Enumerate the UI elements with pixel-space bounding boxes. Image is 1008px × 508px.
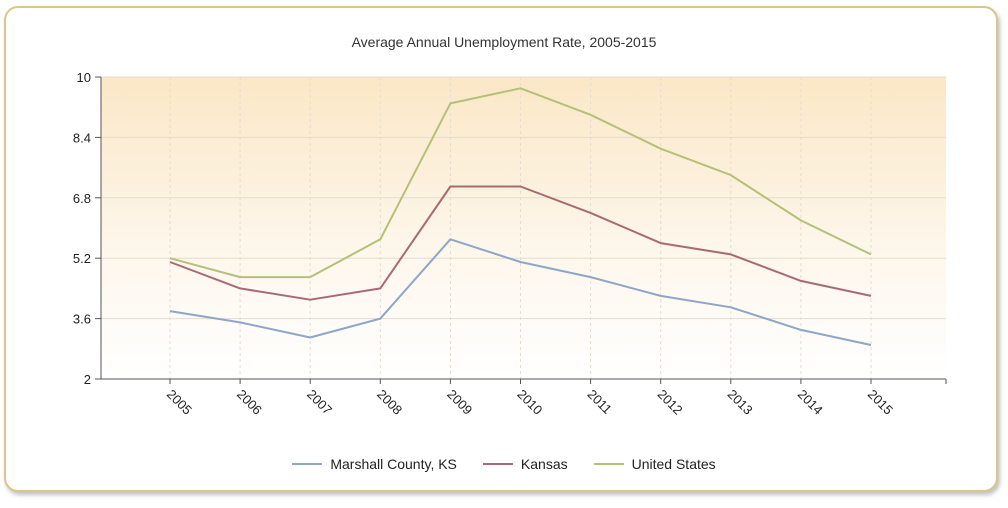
x-tick-label: 2006 (234, 387, 265, 418)
y-tick-label: 8.4 (73, 130, 91, 145)
legend: Marshall County, KS Kansas United States (0, 456, 1008, 472)
chart-title: Average Annual Unemployment Rate, 2005-2… (351, 34, 657, 50)
series-line-2 (169, 87, 872, 279)
x-tick-label: 2005 (164, 387, 195, 418)
plot-area (101, 77, 946, 379)
series-line-0 (169, 238, 872, 346)
y-tick-label: 10 (77, 70, 91, 85)
x-tick-label: 2011 (584, 387, 614, 417)
x-tick-label: 2014 (795, 387, 826, 418)
legend-swatch-kansas (482, 463, 513, 465)
legend-label-us: United States (631, 456, 716, 472)
y-tick-label: 6.8 (73, 191, 91, 206)
legend-swatch-us (593, 463, 624, 465)
y-tick-label: 2 (84, 372, 91, 387)
x-tick-label: 2008 (374, 387, 405, 418)
grid (101, 76, 946, 380)
x-tick-label: 2012 (655, 387, 686, 418)
series-group (169, 87, 872, 346)
x-tick-label: 2009 (444, 387, 475, 418)
y-tick-label: 3.6 (73, 312, 91, 327)
series-line-1 (169, 185, 872, 301)
x-tick-label: 2015 (865, 387, 896, 418)
legend-label-kansas: Kansas (520, 456, 568, 472)
legend-item-marshall: Marshall County, KS (292, 456, 457, 472)
x-tick-label: 2010 (514, 387, 545, 418)
x-tick-label: 2013 (725, 387, 756, 418)
legend-item-us: United States (593, 456, 716, 472)
y-tick-label: 5.2 (73, 251, 91, 266)
legend-item-kansas: Kansas (482, 456, 568, 472)
x-tick-label: 2007 (304, 387, 335, 418)
legend-swatch-marshall (292, 463, 323, 465)
legend-label-marshall: Marshall County, KS (330, 456, 457, 472)
